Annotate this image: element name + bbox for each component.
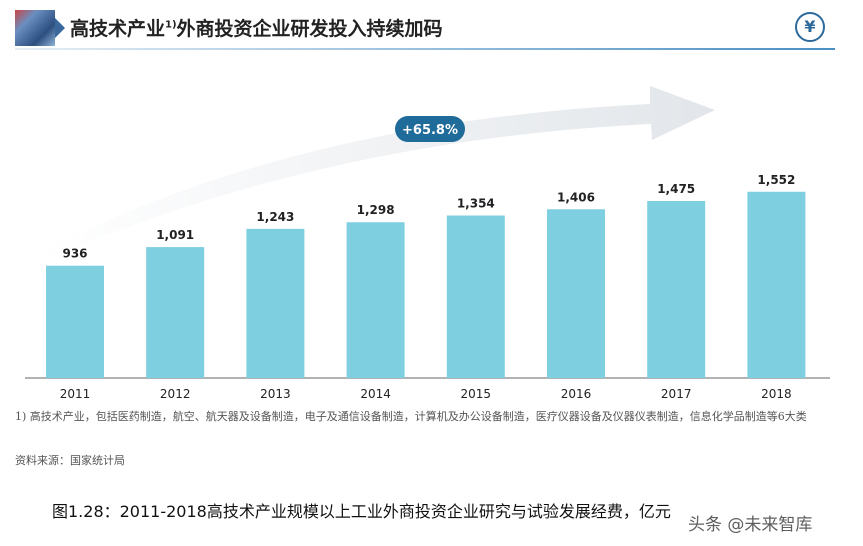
x-tick-label: 2018: [761, 387, 792, 401]
data-label: 1,406: [557, 190, 595, 204]
x-tick-label: 2015: [461, 387, 492, 401]
bar-2017: [647, 201, 706, 378]
bar-chart: +65.8% 936 2011 1,091 2012 1,243 2013 1,298 201…: [25, 86, 830, 401]
page-title: 高技术产业1)外商投资企业研发投入持续加码: [70, 18, 443, 40]
data-label: 1,091: [156, 228, 194, 242]
bar-2015: [446, 215, 505, 378]
bar-2011: [46, 265, 104, 378]
bar-2013: [246, 228, 305, 378]
data-label: 1,475: [657, 182, 695, 196]
growth-arrow: [40, 86, 715, 262]
x-tick-label: 2017: [661, 387, 692, 401]
figure-caption: 图1.28：2011-2018高技术产业规模以上工业外商投资企业研究与试验发展经…: [52, 502, 671, 521]
annotation-label: +65.8%: [402, 123, 458, 138]
header-divider: [15, 48, 835, 50]
header-logo: [15, 10, 65, 46]
bar-2018: [747, 191, 806, 378]
annotation-badge: +65.8%: [395, 116, 465, 142]
source-note: 资料来源：国家统计局: [15, 454, 125, 467]
footnote: 1) 高技术产业，包括医药制造，航空、航天器及设备制造，电子及通信设备制造，计算…: [15, 410, 807, 423]
x-tick-label: 2012: [160, 387, 191, 401]
x-tick-label: 2013: [260, 387, 291, 401]
data-label: 1,552: [757, 173, 795, 187]
bar-2012: [146, 247, 205, 378]
data-label: 1,298: [357, 203, 395, 217]
x-tick-label: 2011: [60, 387, 91, 401]
data-label: 1,354: [457, 197, 495, 211]
yen-icon: ¥: [795, 12, 825, 42]
data-label: 1,243: [256, 210, 294, 224]
bar-2014: [346, 222, 405, 378]
bar-2016: [547, 209, 605, 378]
data-label: 936: [62, 247, 87, 261]
x-tick-label: 2016: [561, 387, 592, 401]
x-tick-label: 2014: [360, 387, 391, 401]
watermark: 头条 @未来智库: [688, 515, 813, 535]
